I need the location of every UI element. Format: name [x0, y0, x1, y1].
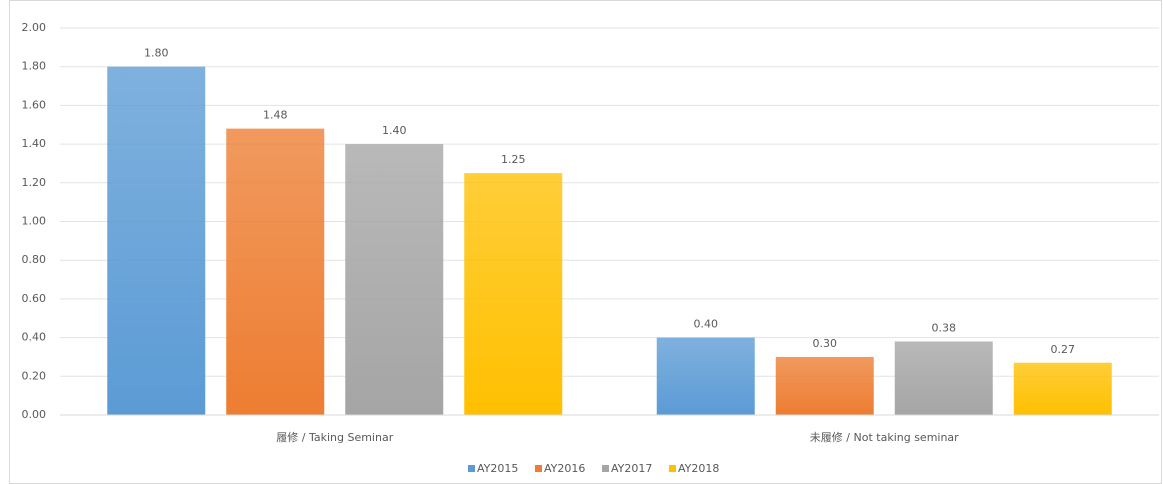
- y-tick-label: 0.00: [22, 408, 47, 421]
- bar: [464, 173, 563, 415]
- y-tick-label: 1.80: [22, 60, 47, 73]
- x-tick-label: 履修 / Taking Seminar: [276, 430, 393, 444]
- y-tick-label: 1.20: [22, 176, 47, 189]
- data-label: 0.30: [813, 337, 838, 350]
- legend-swatch: [669, 465, 676, 472]
- data-label: 0.38: [932, 321, 957, 334]
- bar: [107, 66, 206, 415]
- data-label: 1.25: [501, 153, 526, 166]
- legend-label: AY2016: [544, 462, 585, 475]
- y-tick-label: 0.60: [22, 292, 47, 305]
- legend-swatch: [602, 465, 609, 472]
- bar: [894, 341, 993, 415]
- bar: [656, 337, 755, 415]
- y-tick-label: 0.20: [22, 369, 47, 382]
- bar: [226, 128, 325, 415]
- data-label: 0.27: [1051, 343, 1076, 356]
- y-tick-label: 0.40: [22, 331, 47, 344]
- data-label: 1.40: [382, 124, 407, 137]
- legend-swatch: [468, 465, 475, 472]
- bar: [775, 356, 874, 415]
- y-tick-label: 1.40: [22, 137, 47, 150]
- legend-label: AY2015: [477, 462, 518, 475]
- y-tick-label: 1.00: [22, 215, 47, 228]
- legend-swatch: [535, 465, 542, 472]
- y-tick-label: 2.00: [22, 21, 47, 34]
- data-label: 1.48: [263, 109, 288, 122]
- legend-label: AY2017: [611, 462, 652, 475]
- y-tick-label: 1.60: [22, 98, 47, 111]
- bar: [1013, 362, 1112, 415]
- data-label: 1.80: [144, 47, 169, 60]
- bar: [345, 144, 444, 415]
- legend-label: AY2018: [678, 462, 719, 475]
- x-tick-label: 未履修 / Not taking seminar: [810, 430, 959, 444]
- data-label: 0.40: [694, 318, 719, 331]
- y-tick-label: 0.80: [22, 253, 47, 266]
